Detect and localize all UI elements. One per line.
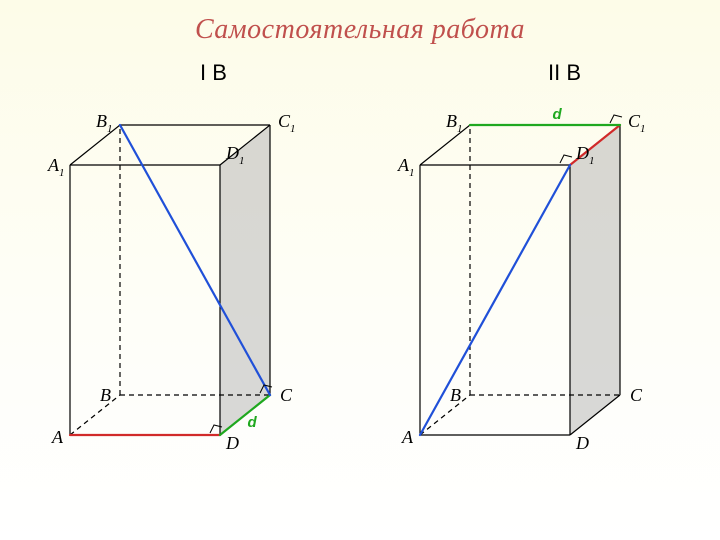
vertex-label-A: A xyxy=(51,427,64,447)
vertex-label-A1: A1 xyxy=(397,155,415,179)
segment-d-label: d xyxy=(553,106,563,123)
segment-d-label: d xyxy=(248,414,258,431)
vertex-label-D: D xyxy=(225,433,239,453)
prism-left: ABCDA1B1C1D1d xyxy=(47,111,296,453)
vertex-label-B: B xyxy=(100,385,111,405)
vertex-label-A: A xyxy=(401,427,414,447)
vertex-label-B1: B1 xyxy=(96,111,113,135)
vertex-label-A1: A1 xyxy=(47,155,65,179)
prism-right: ABCDA1B1C1D1d xyxy=(397,106,646,453)
vertex-label-C1: C1 xyxy=(628,111,646,135)
vertex-label-C1: C1 xyxy=(278,111,296,135)
vertex-label-D: D xyxy=(575,433,589,453)
vertex-label-B1: B1 xyxy=(446,111,463,135)
vertex-label-C: C xyxy=(630,385,643,405)
diagram-canvas: ABCDA1B1C1D1d ABCDA1B1C1D1d xyxy=(0,0,720,540)
vertex-label-C: C xyxy=(280,385,293,405)
vertex-label-B: B xyxy=(450,385,461,405)
